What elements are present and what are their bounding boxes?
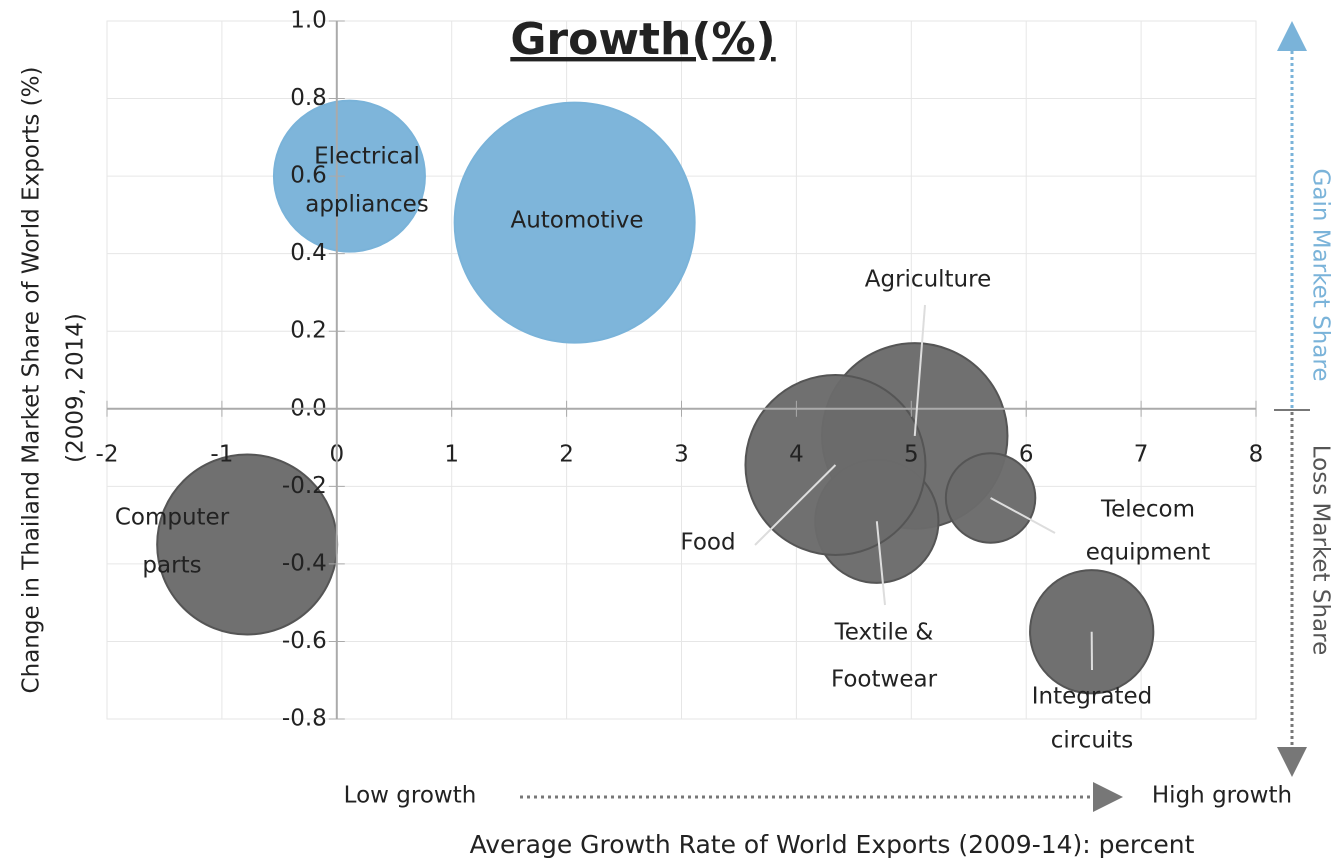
y-tick-label: 1.0 [290, 8, 327, 34]
y-tick-label: -0.4 [282, 550, 327, 576]
x-tick-label: 7 [1134, 441, 1149, 467]
x-tick-label: 4 [789, 441, 804, 467]
bubble-label: appliances [305, 192, 429, 218]
bubble-label: Telecom [1100, 497, 1195, 523]
annotation: Low growth [344, 783, 477, 809]
x-tick-label: 8 [1249, 441, 1264, 467]
leader-line [990, 497, 1056, 534]
y-tick-label: -0.6 [282, 628, 327, 654]
leader-line [754, 464, 837, 546]
bubble-label: Agriculture [865, 267, 992, 293]
x-tick-label: -1 [210, 441, 233, 467]
y-tick-label: 0.4 [290, 240, 327, 266]
leader-line [875, 521, 886, 606]
annotation: Loss Market Share [1308, 445, 1334, 656]
x-tick-label: 2 [559, 441, 574, 467]
bubble-label: Textile & [834, 620, 934, 646]
bubble-label: Food [680, 530, 735, 556]
bubble-label: Footwear [831, 667, 938, 693]
bubbles [156, 99, 1155, 695]
plot-border [106, 20, 1257, 720]
annotation: High growth [1152, 783, 1292, 809]
x-tick-label: 6 [1019, 441, 1034, 467]
y-axis-label: Change in Thailand Market Share of World… [19, 67, 45, 694]
bubble-label: equipment [1086, 540, 1210, 566]
x-tick-label: -2 [96, 441, 119, 467]
chart-title: Growth(%) [510, 14, 775, 65]
bubble-label: Automotive [510, 208, 643, 234]
y-tick-label: -0.2 [282, 473, 327, 499]
axes: -2-1012345678-0.8-0.6-0.4-0.20.00.20.40.… [96, 8, 1264, 732]
y-tick-label: 0.2 [290, 318, 327, 344]
bubble-label: circuits [1051, 728, 1134, 754]
x-tick-label: 5 [904, 441, 919, 467]
y-axis-label: (2009, 2014) [63, 313, 89, 463]
leader-line [913, 304, 926, 437]
x-axis-label: Average Growth Rate of World Exports (20… [470, 830, 1195, 859]
bubble-label: Computer [115, 505, 230, 531]
bubble-label: parts [142, 553, 201, 579]
bubble [272, 99, 426, 253]
x-tick-label: 3 [674, 441, 689, 467]
bubble [453, 101, 696, 344]
x-tick-label: 1 [444, 441, 459, 467]
bubble-label: Electrical [314, 144, 420, 170]
y-tick-label: -0.8 [282, 706, 327, 732]
y-tick-label: 0.6 [290, 163, 327, 189]
annotation: Gain Market Share [1308, 169, 1334, 382]
y-tick-label: 0.8 [290, 85, 327, 111]
bubble-label: Integrated [1032, 684, 1152, 710]
